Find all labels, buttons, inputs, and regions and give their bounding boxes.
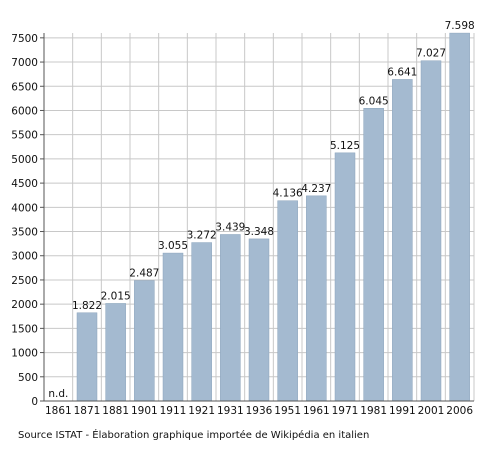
x-tick-label: 1881 bbox=[102, 405, 129, 417]
y-tick-labels: 0 500 1000 1500 2000 2500 3000 3500 4000 4500 5000… bbox=[11, 33, 38, 408]
data-label: n.d. bbox=[48, 388, 68, 400]
bar bbox=[248, 238, 270, 402]
bar bbox=[277, 200, 298, 402]
bar bbox=[220, 234, 241, 402]
x-tick-label: 2006 bbox=[446, 405, 473, 417]
data-label: 4.237 bbox=[301, 183, 331, 195]
y-tick-label: 7000 bbox=[11, 57, 38, 69]
bar bbox=[334, 152, 356, 402]
bar bbox=[191, 242, 212, 402]
x-tick-label: 1931 bbox=[217, 405, 244, 417]
grid-lines bbox=[43, 33, 475, 401]
x-tick-label: 2001 bbox=[418, 405, 445, 417]
axes bbox=[40, 33, 474, 402]
bar bbox=[76, 312, 98, 402]
data-label: 7.027 bbox=[416, 48, 446, 60]
y-tick-label: 7500 bbox=[11, 33, 38, 45]
bar bbox=[420, 60, 442, 402]
y-tick-label: 3000 bbox=[11, 251, 38, 263]
y-tick-label: 1000 bbox=[11, 348, 38, 360]
x-tick-label: 1951 bbox=[274, 405, 301, 417]
data-label: 6.045 bbox=[359, 95, 389, 107]
data-label: 7.598 bbox=[445, 20, 475, 32]
y-tick-label: 4500 bbox=[11, 178, 38, 190]
y-tick-label: 3500 bbox=[11, 227, 38, 239]
y-tick-label: 500 bbox=[18, 372, 38, 384]
y-tick-label: 6000 bbox=[11, 105, 38, 117]
data-label: 3.439 bbox=[215, 221, 245, 233]
x-tick-label: 1981 bbox=[360, 405, 387, 417]
data-label: 3.272 bbox=[187, 230, 217, 242]
data-label: 2.015 bbox=[101, 290, 131, 302]
bar bbox=[449, 32, 470, 402]
data-label: 1.822 bbox=[72, 300, 102, 312]
x-tick-label: 1961 bbox=[303, 405, 330, 417]
y-tick-label: 5000 bbox=[11, 154, 38, 166]
y-tick-label: 0 bbox=[31, 396, 38, 408]
x-tick-label: 1936 bbox=[246, 405, 273, 417]
bar bbox=[392, 79, 413, 402]
y-tick-label: 2500 bbox=[11, 275, 38, 287]
bar bbox=[363, 108, 384, 402]
data-label: 5.125 bbox=[330, 140, 360, 152]
data-label: 4.136 bbox=[273, 188, 303, 200]
x-tick-label: 1911 bbox=[160, 405, 187, 417]
x-tick-label: 1971 bbox=[332, 405, 359, 417]
bar bbox=[162, 252, 184, 402]
x-tick-label: 1901 bbox=[131, 405, 158, 417]
y-tick-label: 1500 bbox=[11, 323, 38, 335]
bar bbox=[306, 195, 327, 402]
bar bbox=[134, 280, 155, 402]
bars bbox=[76, 32, 470, 402]
data-label: 3.348 bbox=[244, 226, 274, 238]
y-tick-label: 6500 bbox=[11, 81, 38, 93]
y-tick-label: 2000 bbox=[11, 299, 38, 311]
x-tick-label: 1861 bbox=[45, 405, 72, 417]
data-label: 3.055 bbox=[158, 240, 188, 252]
y-tick-label: 4000 bbox=[11, 202, 38, 214]
source-note: Source ISTAT - Élaboration graphique imp… bbox=[18, 430, 370, 441]
x-tick-label: 1991 bbox=[389, 405, 416, 417]
data-label: 6.641 bbox=[387, 66, 417, 78]
x-tick-labels: 1861 1871 1881 1901 1911 1921 1931 1936 1951 1961… bbox=[45, 405, 473, 417]
bar bbox=[105, 303, 126, 402]
x-tick-label: 1921 bbox=[188, 405, 215, 417]
data-label: 2.487 bbox=[129, 268, 159, 280]
y-tick-label: 5500 bbox=[11, 130, 38, 142]
x-tick-label: 1871 bbox=[74, 405, 101, 417]
